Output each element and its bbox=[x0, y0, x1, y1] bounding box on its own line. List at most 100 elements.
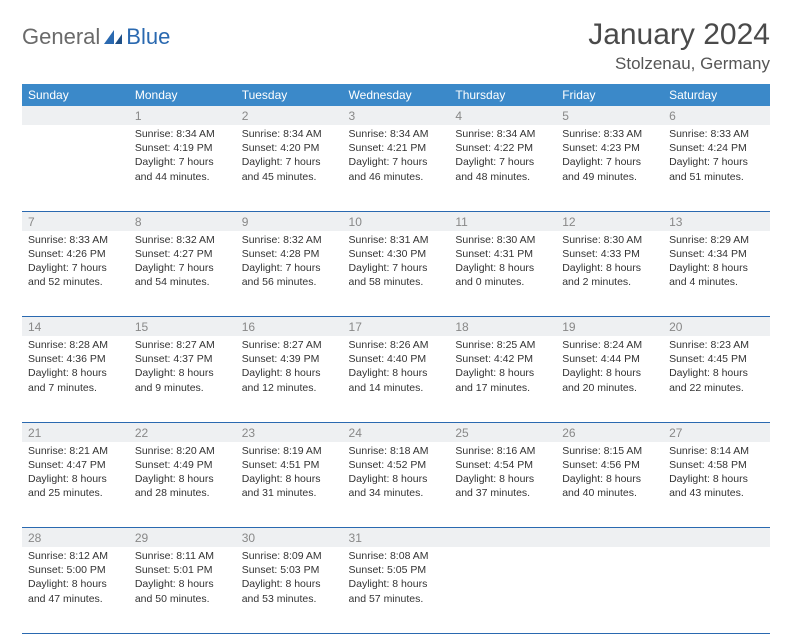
day-cell: Sunrise: 8:25 AMSunset: 4:42 PMDaylight:… bbox=[449, 336, 556, 422]
daylight-text: Daylight: 8 hours and 40 minutes. bbox=[562, 472, 657, 500]
day-number: 25 bbox=[449, 422, 556, 442]
sunset-text: Sunset: 4:45 PM bbox=[669, 352, 764, 366]
day-cell: Sunrise: 8:11 AMSunset: 5:01 PMDaylight:… bbox=[129, 547, 236, 633]
day-number: 22 bbox=[129, 422, 236, 442]
day-cell: Sunrise: 8:33 AMSunset: 4:26 PMDaylight:… bbox=[22, 231, 129, 317]
sunrise-text: Sunrise: 8:32 AM bbox=[242, 233, 337, 247]
daylight-text: Daylight: 8 hours and 57 minutes. bbox=[349, 577, 444, 605]
sunset-text: Sunset: 4:31 PM bbox=[455, 247, 550, 261]
sunrise-text: Sunrise: 8:11 AM bbox=[135, 549, 230, 563]
sunset-text: Sunset: 4:19 PM bbox=[135, 141, 230, 155]
sunset-text: Sunset: 4:54 PM bbox=[455, 458, 550, 472]
sunrise-text: Sunrise: 8:20 AM bbox=[135, 444, 230, 458]
daylight-text: Daylight: 8 hours and 14 minutes. bbox=[349, 366, 444, 394]
day-header: Thursday bbox=[449, 84, 556, 106]
day-number: 7 bbox=[22, 211, 129, 231]
sunset-text: Sunset: 4:36 PM bbox=[28, 352, 123, 366]
sunset-text: Sunset: 4:26 PM bbox=[28, 247, 123, 261]
day-number: 31 bbox=[343, 528, 450, 548]
sunset-text: Sunset: 4:33 PM bbox=[562, 247, 657, 261]
day-number: 17 bbox=[343, 317, 450, 337]
day-number bbox=[663, 528, 770, 548]
sunset-text: Sunset: 4:49 PM bbox=[135, 458, 230, 472]
day-cell: Sunrise: 8:32 AMSunset: 4:28 PMDaylight:… bbox=[236, 231, 343, 317]
day-cell: Sunrise: 8:29 AMSunset: 4:34 PMDaylight:… bbox=[663, 231, 770, 317]
sunset-text: Sunset: 4:51 PM bbox=[242, 458, 337, 472]
day-number: 3 bbox=[343, 106, 450, 125]
daylight-text: Daylight: 8 hours and 12 minutes. bbox=[242, 366, 337, 394]
location-label: Stolzenau, Germany bbox=[588, 54, 770, 74]
week-row: Sunrise: 8:33 AMSunset: 4:26 PMDaylight:… bbox=[22, 231, 770, 317]
sunrise-text: Sunrise: 8:09 AM bbox=[242, 549, 337, 563]
sunrise-text: Sunrise: 8:14 AM bbox=[669, 444, 764, 458]
sunrise-text: Sunrise: 8:15 AM bbox=[562, 444, 657, 458]
sunrise-text: Sunrise: 8:23 AM bbox=[669, 338, 764, 352]
day-number bbox=[22, 106, 129, 125]
day-cell: Sunrise: 8:21 AMSunset: 4:47 PMDaylight:… bbox=[22, 442, 129, 528]
daylight-text: Daylight: 8 hours and 50 minutes. bbox=[135, 577, 230, 605]
sunset-text: Sunset: 4:37 PM bbox=[135, 352, 230, 366]
sunrise-text: Sunrise: 8:08 AM bbox=[349, 549, 444, 563]
daylight-text: Daylight: 7 hours and 46 minutes. bbox=[349, 155, 444, 183]
sunrise-text: Sunrise: 8:30 AM bbox=[455, 233, 550, 247]
sunset-text: Sunset: 5:00 PM bbox=[28, 563, 123, 577]
day-cell: Sunrise: 8:31 AMSunset: 4:30 PMDaylight:… bbox=[343, 231, 450, 317]
daylight-text: Daylight: 7 hours and 48 minutes. bbox=[455, 155, 550, 183]
title-block: January 2024 Stolzenau, Germany bbox=[588, 18, 770, 74]
sunset-text: Sunset: 4:24 PM bbox=[669, 141, 764, 155]
sunrise-text: Sunrise: 8:33 AM bbox=[562, 127, 657, 141]
day-number: 11 bbox=[449, 211, 556, 231]
sunset-text: Sunset: 4:23 PM bbox=[562, 141, 657, 155]
sunset-text: Sunset: 4:42 PM bbox=[455, 352, 550, 366]
sunrise-text: Sunrise: 8:28 AM bbox=[28, 338, 123, 352]
sunrise-text: Sunrise: 8:24 AM bbox=[562, 338, 657, 352]
daylight-text: Daylight: 8 hours and 0 minutes. bbox=[455, 261, 550, 289]
sunrise-text: Sunrise: 8:30 AM bbox=[562, 233, 657, 247]
day-header: Sunday bbox=[22, 84, 129, 106]
day-number: 12 bbox=[556, 211, 663, 231]
week-row: Sunrise: 8:34 AMSunset: 4:19 PMDaylight:… bbox=[22, 125, 770, 211]
daylight-text: Daylight: 8 hours and 17 minutes. bbox=[455, 366, 550, 394]
sunset-text: Sunset: 4:40 PM bbox=[349, 352, 444, 366]
day-number: 29 bbox=[129, 528, 236, 548]
day-header-row: Sunday Monday Tuesday Wednesday Thursday… bbox=[22, 84, 770, 106]
day-cell bbox=[663, 547, 770, 633]
sunset-text: Sunset: 4:30 PM bbox=[349, 247, 444, 261]
day-number: 8 bbox=[129, 211, 236, 231]
week-row: Sunrise: 8:21 AMSunset: 4:47 PMDaylight:… bbox=[22, 442, 770, 528]
day-cell: Sunrise: 8:28 AMSunset: 4:36 PMDaylight:… bbox=[22, 336, 129, 422]
sunset-text: Sunset: 4:56 PM bbox=[562, 458, 657, 472]
daylight-text: Daylight: 8 hours and 28 minutes. bbox=[135, 472, 230, 500]
week-row: Sunrise: 8:12 AMSunset: 5:00 PMDaylight:… bbox=[22, 547, 770, 633]
day-cell: Sunrise: 8:09 AMSunset: 5:03 PMDaylight:… bbox=[236, 547, 343, 633]
daylight-text: Daylight: 7 hours and 49 minutes. bbox=[562, 155, 657, 183]
day-header: Friday bbox=[556, 84, 663, 106]
day-header: Wednesday bbox=[343, 84, 450, 106]
day-cell: Sunrise: 8:14 AMSunset: 4:58 PMDaylight:… bbox=[663, 442, 770, 528]
sunrise-text: Sunrise: 8:34 AM bbox=[455, 127, 550, 141]
daylight-text: Daylight: 7 hours and 45 minutes. bbox=[242, 155, 337, 183]
logo-sail-icon bbox=[102, 28, 124, 46]
sunrise-text: Sunrise: 8:34 AM bbox=[242, 127, 337, 141]
day-cell: Sunrise: 8:27 AMSunset: 4:39 PMDaylight:… bbox=[236, 336, 343, 422]
sunrise-text: Sunrise: 8:34 AM bbox=[349, 127, 444, 141]
day-cell: Sunrise: 8:19 AMSunset: 4:51 PMDaylight:… bbox=[236, 442, 343, 528]
day-cell: Sunrise: 8:15 AMSunset: 4:56 PMDaylight:… bbox=[556, 442, 663, 528]
day-cell bbox=[449, 547, 556, 633]
day-cell bbox=[22, 125, 129, 211]
day-number: 6 bbox=[663, 106, 770, 125]
day-header: Monday bbox=[129, 84, 236, 106]
sunrise-text: Sunrise: 8:26 AM bbox=[349, 338, 444, 352]
daylight-text: Daylight: 8 hours and 4 minutes. bbox=[669, 261, 764, 289]
sunrise-text: Sunrise: 8:34 AM bbox=[135, 127, 230, 141]
sunrise-text: Sunrise: 8:32 AM bbox=[135, 233, 230, 247]
daynum-row: 78910111213 bbox=[22, 211, 770, 231]
day-cell: Sunrise: 8:20 AMSunset: 4:49 PMDaylight:… bbox=[129, 442, 236, 528]
day-cell: Sunrise: 8:30 AMSunset: 4:33 PMDaylight:… bbox=[556, 231, 663, 317]
daylight-text: Daylight: 8 hours and 20 minutes. bbox=[562, 366, 657, 394]
day-cell: Sunrise: 8:08 AMSunset: 5:05 PMDaylight:… bbox=[343, 547, 450, 633]
daylight-text: Daylight: 8 hours and 25 minutes. bbox=[28, 472, 123, 500]
day-number: 14 bbox=[22, 317, 129, 337]
daylight-text: Daylight: 8 hours and 7 minutes. bbox=[28, 366, 123, 394]
month-title: January 2024 bbox=[588, 18, 770, 52]
